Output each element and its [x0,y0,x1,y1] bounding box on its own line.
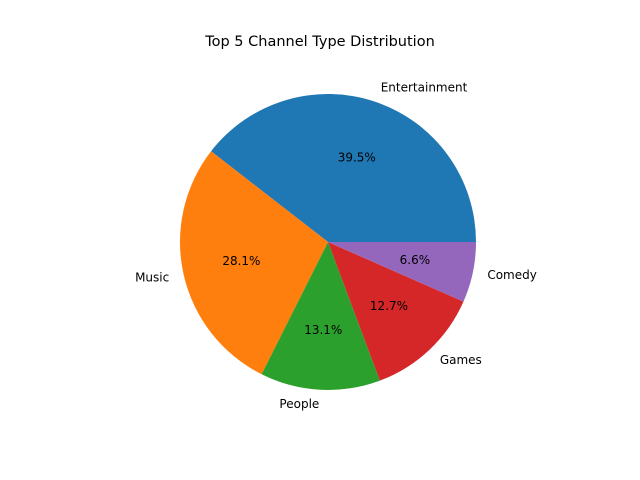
pie-slice-people [261,242,380,391]
pie-slice-comedy [328,242,476,302]
pie-percent-labels: 39.5% 28.1% 13.1% 12.7% 6.6% [222,150,430,337]
percent-label-games: 12.7% [370,299,408,313]
percent-label-music: 28.1% [222,254,260,268]
category-label-games: Games [440,353,482,367]
pie-slice-entertainment [211,93,476,242]
category-label-music: Music [135,271,169,285]
percent-label-entertainment: 39.5% [338,150,376,164]
pie-slice-music [179,151,328,375]
percent-label-comedy: 6.6% [400,253,431,267]
category-label-entertainment: Entertainment [381,80,468,94]
pie-slices [179,93,476,391]
pie-category-labels: Entertainment Music People Games Comedy [135,80,537,411]
chart-title: Top 5 Channel Type Distribution [205,34,435,50]
pie-slice-games [328,242,464,381]
category-label-people: People [279,397,319,411]
percent-label-people: 13.1% [304,323,342,337]
category-label-comedy: Comedy [487,268,537,282]
